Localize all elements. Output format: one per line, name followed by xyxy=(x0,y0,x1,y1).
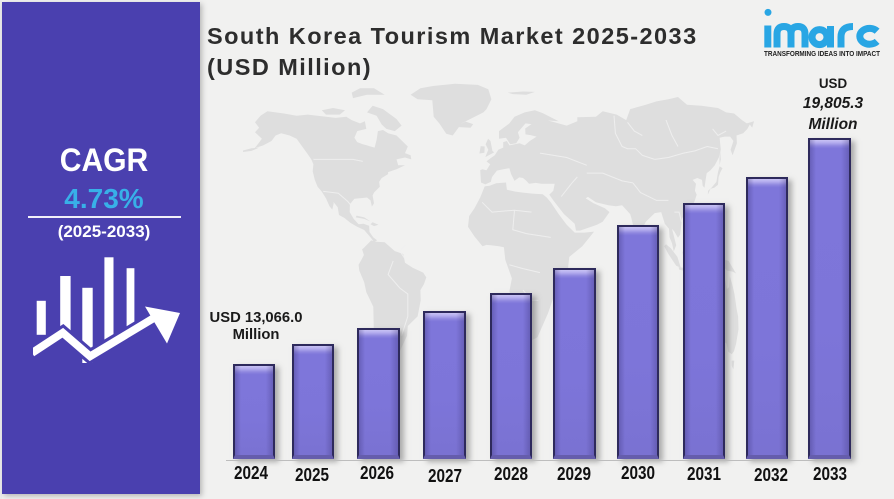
svg-text:TRANSFORMING IDEAS INTO IMPACT: TRANSFORMING IDEAS INTO IMPACT xyxy=(764,49,880,58)
